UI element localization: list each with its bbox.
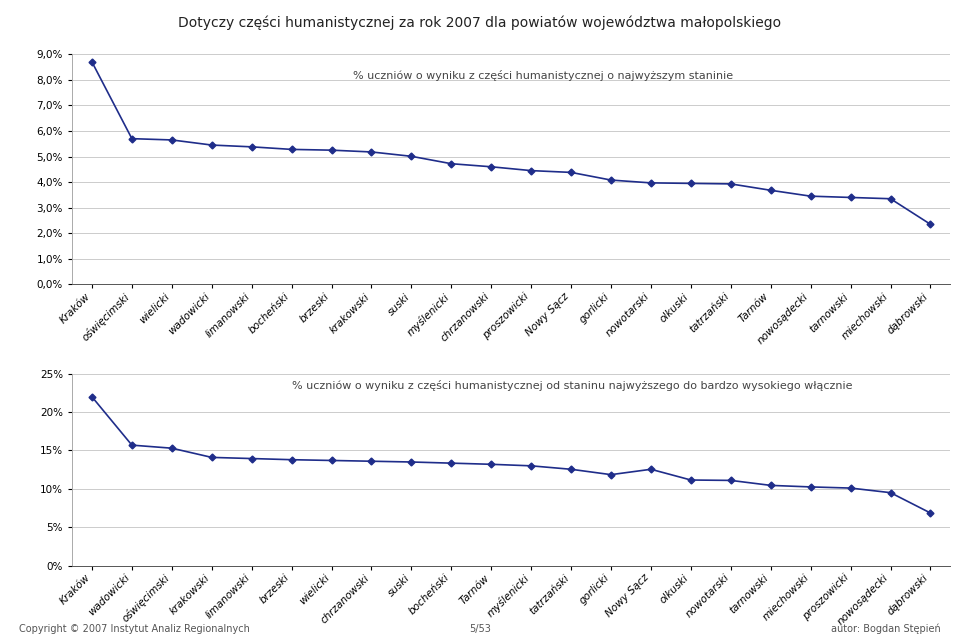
Text: 5/53: 5/53 <box>469 624 491 634</box>
Text: Dotyczy części humanistycznej za rok 2007 dla powiatów województwa małopolskiego: Dotyczy części humanistycznej za rok 200… <box>179 16 781 31</box>
Text: % uczniów o wyniku z części humanistycznej o najwyższym staninie: % uczniów o wyniku z części humanistyczn… <box>353 70 733 81</box>
Text: % uczniów o wyniku z części humanistycznej od staninu najwyższego do bardzo wyso: % uczniów o wyniku z części humanistyczn… <box>292 380 852 390</box>
Text: Copyright © 2007 Instytut Analiz Regionalnych: Copyright © 2007 Instytut Analiz Regiona… <box>19 624 250 634</box>
Text: autor: Bogdan Stępień: autor: Bogdan Stępień <box>831 624 941 634</box>
